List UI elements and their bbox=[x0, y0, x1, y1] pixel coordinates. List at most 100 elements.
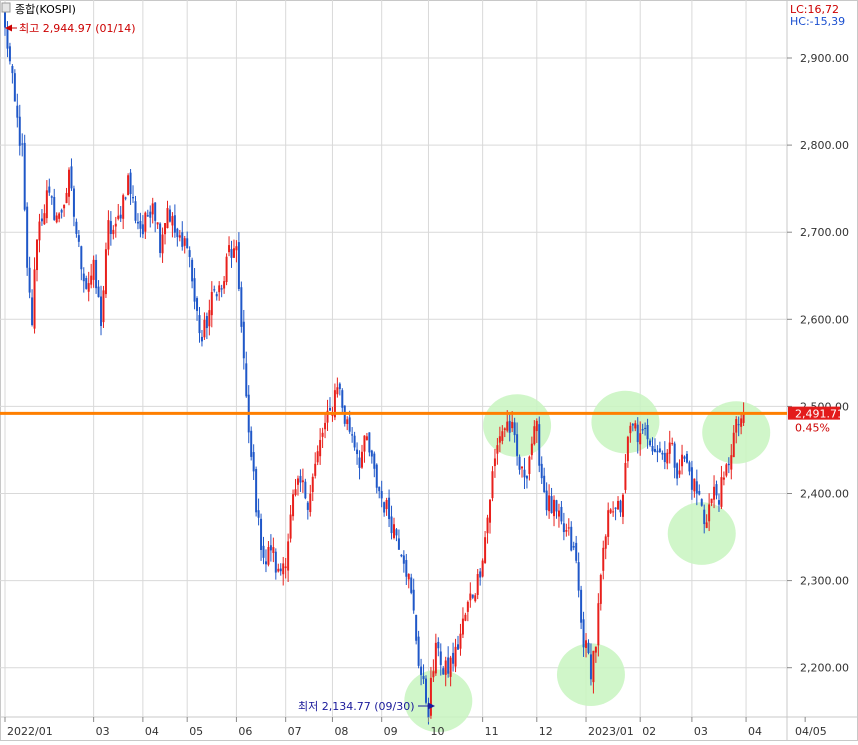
candle-body bbox=[28, 267, 31, 293]
candle-body bbox=[602, 547, 605, 571]
candle-body bbox=[107, 220, 110, 250]
candle-body bbox=[609, 509, 612, 513]
candle-body bbox=[356, 449, 359, 455]
y-tick-label: 2,400.00 bbox=[800, 488, 849, 501]
candle-body bbox=[437, 641, 440, 649]
candle-body bbox=[85, 277, 88, 289]
candle-body bbox=[580, 589, 583, 623]
candle-body bbox=[87, 283, 90, 292]
candle-body bbox=[698, 491, 701, 495]
candle-body bbox=[516, 434, 519, 456]
candle-body bbox=[215, 294, 218, 297]
candle-body bbox=[715, 484, 718, 496]
candle-body bbox=[565, 530, 568, 532]
candle-body bbox=[304, 481, 307, 499]
candle-body bbox=[58, 213, 61, 219]
candle-body bbox=[597, 603, 600, 646]
candle-body bbox=[8, 46, 11, 62]
candle-body bbox=[358, 457, 361, 468]
candle-body bbox=[454, 646, 457, 667]
low-label: 최저 2,134.77 (09/30) bbox=[298, 700, 415, 713]
high-arrow-icon bbox=[5, 24, 12, 32]
candle-body bbox=[218, 285, 221, 293]
candle-body bbox=[127, 175, 130, 196]
candle-body bbox=[417, 636, 420, 666]
candle-body bbox=[65, 192, 68, 204]
candle-body bbox=[255, 469, 258, 513]
candle-body bbox=[599, 575, 602, 604]
x-tick-label: 2023/01 bbox=[588, 725, 634, 738]
candle-body bbox=[95, 259, 98, 289]
candle-body bbox=[294, 489, 297, 496]
candle-body bbox=[427, 703, 430, 718]
candle-body bbox=[132, 196, 135, 199]
candle-body bbox=[491, 471, 494, 499]
candle-body bbox=[38, 221, 41, 241]
candle-body bbox=[191, 259, 194, 282]
candle-body bbox=[439, 651, 442, 666]
candle-body bbox=[466, 601, 469, 612]
candle-body bbox=[506, 421, 509, 431]
candle-body bbox=[666, 452, 669, 464]
candle-body bbox=[493, 458, 496, 467]
candle-body bbox=[572, 546, 575, 548]
candle-body bbox=[164, 223, 167, 235]
candle-body bbox=[634, 423, 637, 429]
candle-body bbox=[33, 269, 36, 329]
candle-body bbox=[102, 290, 105, 323]
candle-body bbox=[636, 424, 639, 443]
candle-body bbox=[545, 490, 548, 511]
candle-body bbox=[134, 201, 137, 221]
candle-body bbox=[129, 172, 132, 195]
candle-body bbox=[479, 571, 482, 578]
candle-body bbox=[240, 287, 243, 327]
candle-body bbox=[161, 234, 164, 254]
candle-body bbox=[23, 142, 26, 210]
instrument-label: 종합(KOSPI) bbox=[15, 3, 76, 16]
candle-body bbox=[392, 524, 395, 538]
candle-body bbox=[18, 116, 21, 146]
candle-body bbox=[301, 480, 304, 483]
candle-body bbox=[383, 502, 386, 513]
candle-body bbox=[196, 298, 199, 311]
x-tick-label: 06 bbox=[238, 725, 252, 738]
candle-body bbox=[708, 504, 711, 522]
x-tick-label: 09 bbox=[384, 725, 398, 738]
highlight-circle bbox=[591, 390, 660, 454]
candle-body bbox=[735, 419, 738, 433]
candle-body bbox=[646, 425, 649, 440]
candle-body bbox=[338, 383, 341, 390]
candle-body bbox=[368, 432, 371, 453]
candle-body bbox=[425, 678, 428, 703]
candle-body bbox=[139, 220, 142, 229]
candle-body bbox=[656, 450, 659, 453]
candle-body bbox=[230, 249, 233, 258]
candle-body bbox=[269, 545, 272, 551]
candle-body bbox=[45, 190, 48, 219]
candle-body bbox=[223, 281, 226, 289]
candle-body bbox=[385, 500, 388, 509]
candle-body bbox=[136, 221, 139, 224]
candle-body bbox=[336, 387, 339, 395]
candle-body bbox=[693, 478, 696, 492]
candle-body bbox=[348, 417, 351, 432]
candle-body bbox=[242, 321, 245, 359]
current-price-badge bbox=[788, 406, 840, 420]
chart-menu-icon[interactable] bbox=[1, 2, 11, 13]
candle-body bbox=[604, 536, 607, 549]
candle-body bbox=[321, 432, 324, 437]
candle-body bbox=[695, 481, 698, 494]
candle-body bbox=[289, 514, 292, 539]
candle-body bbox=[629, 425, 632, 434]
candle-body bbox=[725, 464, 728, 476]
grid bbox=[0, 0, 787, 717]
candle-body bbox=[149, 211, 152, 218]
candle-body bbox=[328, 407, 331, 411]
candle-body bbox=[375, 464, 378, 488]
candle-body bbox=[555, 500, 558, 512]
candle-body bbox=[690, 467, 693, 490]
candle-body bbox=[181, 232, 184, 247]
candle-body bbox=[176, 228, 179, 238]
candle-body bbox=[518, 456, 521, 470]
